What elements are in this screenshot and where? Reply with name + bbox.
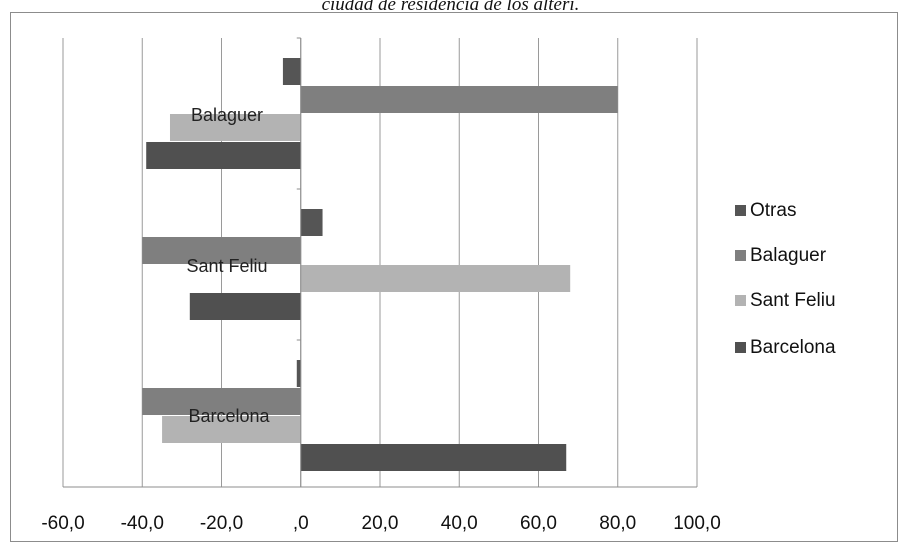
bar-barcelona-2 xyxy=(300,444,567,471)
bar-barcelona-1 xyxy=(189,293,301,320)
category-label: Balaguer xyxy=(191,105,263,125)
legend-label: Barcelona xyxy=(750,337,836,358)
category-label: Barcelona xyxy=(188,406,270,426)
bar-otras-2 xyxy=(296,360,301,387)
bar-sant-feliu-0 xyxy=(169,114,301,141)
legend-swatch xyxy=(735,250,746,261)
bar-otras-0 xyxy=(282,58,301,85)
legend-swatch xyxy=(735,342,746,353)
axes xyxy=(63,37,697,488)
x-tick-label: 100,0 xyxy=(673,513,721,534)
x-tick-label: -20,0 xyxy=(200,513,243,534)
bar-balaguer-0 xyxy=(300,86,618,113)
x-tick-label: -40,0 xyxy=(121,513,164,534)
legend-swatch xyxy=(735,205,746,216)
legend-swatch xyxy=(735,295,746,306)
x-tick-label: ,0 xyxy=(293,513,309,534)
x-tick-label: -60,0 xyxy=(41,513,84,534)
bar-sant-feliu-2 xyxy=(162,416,301,443)
legend: Otras Balaguer Sant Feliu Barcelona xyxy=(735,200,836,358)
x-tick-label: 40,0 xyxy=(441,513,478,534)
x-tick-label: 20,0 xyxy=(362,513,399,534)
legend-label: Otras xyxy=(750,200,796,221)
bars xyxy=(142,58,618,471)
chart-caption: ciudad de residencia de los alteri. xyxy=(321,0,580,15)
legend-label: Balaguer xyxy=(750,245,827,266)
x-tick-label: 80,0 xyxy=(599,513,636,534)
category-label: Sant Feliu xyxy=(186,256,267,276)
x-tick-labels: -60,0 -40,0 -20,0 ,0 20,0 40,0 60,0 80,0 100,0 xyxy=(41,513,720,534)
bar-otras-1 xyxy=(300,209,323,236)
bar-sant-feliu-1 xyxy=(300,265,571,292)
legend-label: Sant Feliu xyxy=(750,290,836,311)
bar-barcelona-0 xyxy=(146,142,301,169)
category-labels: Balaguer Sant Feliu Barcelona xyxy=(186,105,270,426)
x-tick-label: 60,0 xyxy=(520,513,557,534)
bar-balaguer-2 xyxy=(142,388,301,415)
bar-balaguer-1 xyxy=(142,237,301,264)
